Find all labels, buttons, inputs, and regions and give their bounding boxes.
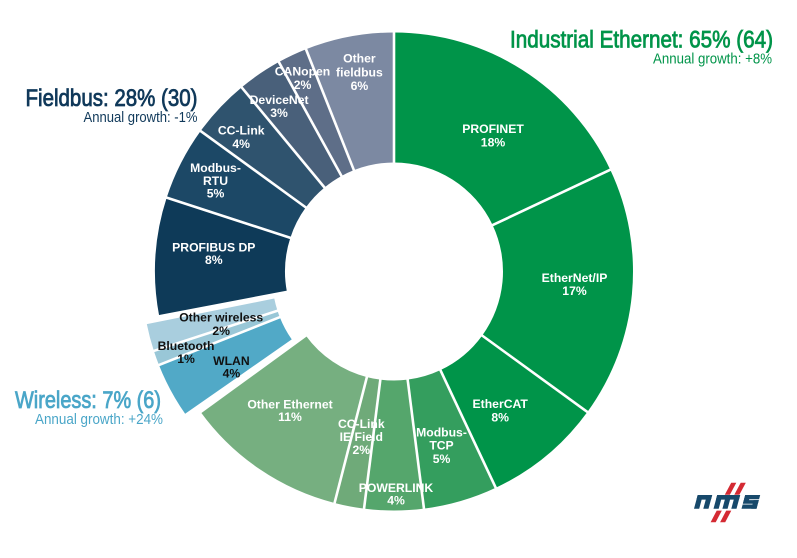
svg-text:Other Ethernet: Other Ethernet [247,398,332,412]
svg-text:Wireless: 7% (6): Wireless: 7% (6) [15,387,161,414]
svg-text:Other wireless: Other wireless [179,311,263,325]
svg-text:PROFIBUS DP: PROFIBUS DP [172,240,255,254]
svg-text:5%: 5% [207,187,225,201]
svg-text:POWERLINK: POWERLINK [359,481,434,495]
svg-text:fieldbus: fieldbus [336,65,383,79]
svg-text:5%: 5% [433,452,451,466]
svg-text:8%: 8% [491,410,509,424]
svg-text:Bluetooth: Bluetooth [158,339,215,353]
svg-text:TCP: TCP [429,439,453,453]
svg-text:1%: 1% [177,352,195,366]
svg-text:2%: 2% [294,78,312,92]
svg-text:4%: 4% [232,137,250,151]
svg-text:Annual growth: +8%: Annual growth: +8% [653,51,772,68]
svg-text:6%: 6% [351,79,369,93]
svg-text:Fieldbus: 28% (30): Fieldbus: 28% (30) [26,85,198,112]
svg-text:CC-Link: CC-Link [218,124,265,138]
svg-text:RTU: RTU [203,174,228,188]
svg-text:2%: 2% [352,443,370,457]
svg-text:4%: 4% [223,367,241,381]
svg-text:PROFINET: PROFINET [462,122,524,136]
svg-text:EtherNet/IP: EtherNet/IP [542,271,608,285]
svg-text:Modbus-: Modbus- [190,161,241,175]
svg-text:Industrial Ethernet: 65% (64): Industrial Ethernet: 65% (64) [510,27,773,54]
svg-text:Annual growth: -1%: Annual growth: -1% [84,109,198,126]
svg-text:WLAN: WLAN [213,354,250,368]
svg-text:8%: 8% [205,253,223,267]
svg-text:2%: 2% [212,324,230,338]
svg-text:CC-Link: CC-Link [338,417,385,431]
svg-text:Modbus-: Modbus- [416,425,467,439]
svg-text:3%: 3% [270,106,288,120]
svg-text:IE Field: IE Field [340,430,383,444]
svg-text:CANopen: CANopen [275,65,331,79]
svg-text:4%: 4% [387,494,405,508]
svg-text:18%: 18% [481,136,506,150]
svg-text:17%: 17% [562,284,587,298]
svg-text:EtherCAT: EtherCAT [473,397,529,411]
svg-text:DeviceNet: DeviceNet [250,93,309,107]
svg-text:Annual growth: +24%: Annual growth: +24% [35,411,163,428]
svg-text:11%: 11% [278,410,302,424]
svg-text:Other: Other [343,52,376,66]
